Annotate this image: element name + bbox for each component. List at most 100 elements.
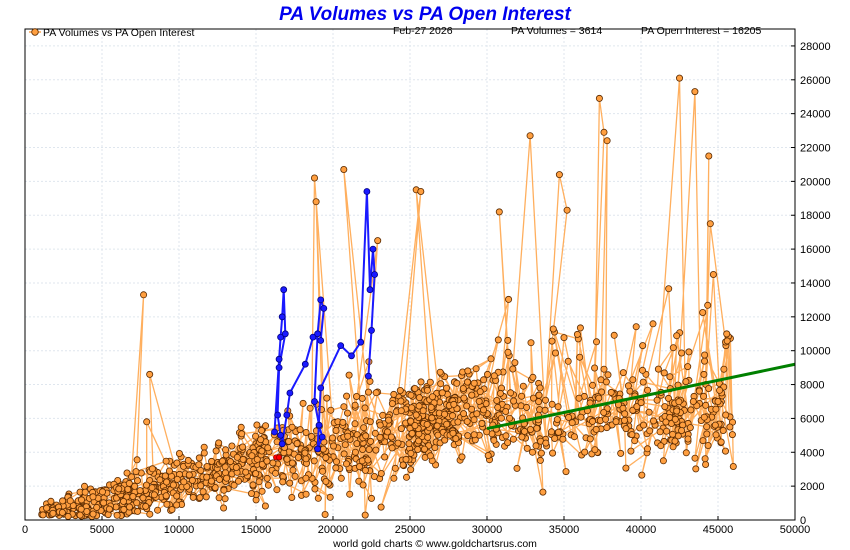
- data-point: [631, 437, 639, 445]
- data-point: [288, 493, 296, 501]
- data-point: [505, 295, 513, 303]
- x-tick-label: 35000: [549, 524, 580, 536]
- data-point: [168, 505, 176, 513]
- data-point: [113, 511, 121, 519]
- data-point: [704, 301, 712, 309]
- data-point: [301, 449, 309, 457]
- data-point: [351, 401, 359, 409]
- data-point: [426, 378, 434, 386]
- data-point: [532, 442, 540, 450]
- data-point: [712, 431, 720, 439]
- data-point: [296, 426, 304, 434]
- recent-data-point: [320, 304, 328, 312]
- data-point: [494, 403, 502, 411]
- data-point: [146, 510, 154, 518]
- data-point: [600, 408, 608, 416]
- data-point: [407, 391, 415, 399]
- data-point: [232, 463, 240, 471]
- data-point: [261, 502, 269, 510]
- data-point: [133, 456, 141, 464]
- data-point: [228, 442, 236, 450]
- recent-data-point: [309, 333, 317, 341]
- data-point: [302, 455, 310, 463]
- data-point: [353, 392, 361, 400]
- data-point: [560, 334, 568, 342]
- data-point: [595, 94, 603, 102]
- data-point: [438, 389, 446, 397]
- recent-data-point: [311, 398, 318, 405]
- data-point: [666, 373, 674, 381]
- data-point: [511, 359, 519, 367]
- data-point: [342, 460, 350, 468]
- data-point: [343, 392, 351, 400]
- data-point: [394, 439, 402, 447]
- data-point: [340, 450, 348, 458]
- data-point: [215, 494, 223, 502]
- data-point: [358, 394, 366, 402]
- data-point: [173, 492, 181, 500]
- data-point: [93, 503, 101, 511]
- data-point: [600, 365, 608, 373]
- data-point: [424, 433, 432, 441]
- data-point: [415, 402, 423, 410]
- data-point: [450, 400, 458, 408]
- data-point: [319, 467, 327, 475]
- data-point: [644, 445, 652, 453]
- data-point: [692, 465, 700, 473]
- data-point: [602, 378, 610, 386]
- series-points: [38, 74, 737, 521]
- data-point: [726, 423, 734, 431]
- data-point: [657, 442, 665, 450]
- data-point: [443, 420, 451, 428]
- data-point: [327, 406, 335, 414]
- recent-data-point: [278, 440, 286, 448]
- data-point: [640, 421, 648, 429]
- data-point: [673, 407, 681, 415]
- data-point: [682, 378, 690, 386]
- data-point: [699, 308, 707, 316]
- data-point: [139, 494, 147, 502]
- data-point: [208, 457, 216, 465]
- data-point: [312, 198, 320, 206]
- data-point: [175, 449, 183, 457]
- data-point: [248, 452, 256, 460]
- data-point: [150, 491, 158, 499]
- data-point: [509, 435, 517, 443]
- data-point: [332, 464, 340, 472]
- data-point: [661, 403, 669, 411]
- y-tick-label: 6000: [800, 413, 824, 425]
- data-point: [285, 437, 293, 445]
- data-point: [478, 419, 486, 427]
- data-point: [377, 469, 385, 477]
- data-point: [203, 473, 211, 481]
- data-point: [628, 431, 636, 439]
- data-point: [633, 403, 641, 411]
- data-point: [454, 418, 462, 426]
- data-point: [610, 331, 618, 339]
- data-point: [233, 453, 241, 461]
- data-point: [675, 398, 683, 406]
- recent-data-point: [314, 330, 322, 338]
- data-point: [230, 481, 238, 489]
- data-point: [366, 418, 374, 426]
- data-point: [603, 424, 611, 432]
- data-point: [656, 428, 664, 436]
- data-point: [399, 461, 407, 469]
- data-point: [695, 387, 703, 395]
- recent-data-point: [271, 428, 278, 436]
- data-point: [321, 510, 329, 518]
- data-point: [470, 431, 478, 439]
- data-point: [504, 439, 512, 447]
- data-point: [257, 436, 265, 444]
- data-point: [123, 469, 131, 477]
- data-point: [704, 441, 712, 449]
- recent-data-point: [368, 326, 375, 334]
- data-point: [162, 457, 170, 465]
- recent-data-point: [371, 271, 379, 278]
- data-point: [506, 414, 514, 422]
- x-tick-label: 15000: [241, 524, 272, 536]
- x-tick-label: 40000: [626, 524, 657, 536]
- data-point: [460, 394, 468, 402]
- data-point: [411, 384, 419, 392]
- data-point: [66, 497, 74, 505]
